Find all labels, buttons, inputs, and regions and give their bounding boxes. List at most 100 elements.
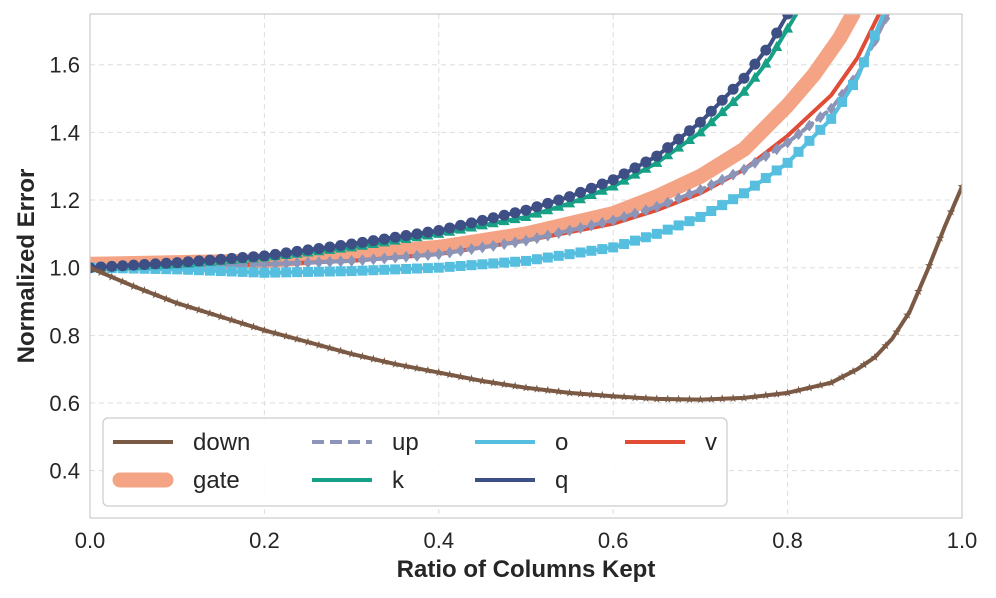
series-down bbox=[90, 182, 962, 404]
data-point bbox=[728, 393, 738, 402]
data-point bbox=[258, 250, 270, 262]
data-point bbox=[292, 267, 303, 278]
data-point bbox=[215, 266, 226, 277]
data-point bbox=[892, 327, 901, 336]
data-point bbox=[619, 210, 629, 223]
data-point bbox=[532, 384, 542, 393]
data-point bbox=[652, 394, 662, 403]
data-point bbox=[467, 374, 476, 383]
data-point bbox=[303, 337, 313, 346]
data-point bbox=[411, 228, 423, 240]
data-point bbox=[118, 277, 127, 286]
data-point bbox=[336, 255, 346, 268]
data-point bbox=[575, 247, 586, 258]
data-point bbox=[553, 200, 565, 211]
x-tick-label: 1.0 bbox=[947, 528, 978, 553]
data-point bbox=[564, 197, 576, 208]
data-point bbox=[607, 174, 619, 186]
data-point bbox=[641, 204, 651, 217]
data-point bbox=[542, 197, 554, 209]
data-point bbox=[684, 134, 695, 144]
data-point bbox=[564, 249, 575, 260]
data-point bbox=[619, 239, 630, 250]
data-point bbox=[499, 238, 509, 251]
data-point bbox=[194, 265, 204, 276]
y-tick-label: 0.6 bbox=[49, 391, 80, 416]
data-point bbox=[673, 220, 684, 231]
data-point bbox=[782, 14, 794, 20]
data-point bbox=[433, 224, 445, 236]
data-point bbox=[869, 30, 880, 41]
data-point bbox=[597, 244, 608, 255]
data-point bbox=[172, 298, 182, 307]
data-point bbox=[248, 267, 259, 278]
data-point bbox=[455, 261, 466, 271]
data-point bbox=[619, 392, 629, 401]
data-point bbox=[848, 366, 858, 376]
data-point bbox=[347, 254, 357, 267]
data-point bbox=[870, 352, 880, 361]
data-point bbox=[205, 308, 215, 317]
data-point bbox=[357, 236, 368, 248]
data-point bbox=[270, 257, 280, 270]
data-point bbox=[466, 260, 477, 271]
data-point bbox=[346, 238, 358, 250]
data-point bbox=[717, 394, 727, 403]
legend-label: gate bbox=[193, 467, 240, 494]
data-point bbox=[761, 390, 771, 400]
data-point bbox=[422, 226, 434, 238]
data-point bbox=[673, 141, 685, 152]
legend-label: v bbox=[705, 429, 717, 456]
data-point bbox=[608, 214, 618, 227]
legend-label: o bbox=[555, 429, 568, 456]
data-point bbox=[358, 351, 367, 361]
data-point bbox=[412, 249, 422, 262]
data-point bbox=[662, 224, 673, 235]
data-point bbox=[760, 173, 771, 184]
data-point bbox=[640, 162, 652, 173]
legend-item-up: up bbox=[312, 429, 419, 456]
data-point bbox=[248, 251, 259, 263]
data-point bbox=[172, 264, 183, 275]
data-point bbox=[663, 196, 673, 209]
data-point bbox=[498, 209, 510, 221]
data-point bbox=[117, 260, 129, 272]
data-point bbox=[347, 349, 356, 358]
data-point bbox=[129, 281, 138, 290]
data-point bbox=[925, 261, 934, 270]
data-point bbox=[456, 372, 465, 381]
data-point bbox=[151, 290, 160, 299]
data-point bbox=[749, 180, 760, 191]
data-point bbox=[478, 376, 487, 385]
x-axis-label: Ratio of Columns Kept bbox=[397, 556, 656, 583]
data-point bbox=[738, 72, 750, 84]
data-point bbox=[96, 267, 106, 276]
data-point bbox=[445, 370, 454, 379]
data-point bbox=[543, 229, 553, 242]
data-point bbox=[249, 322, 258, 331]
data-point bbox=[259, 267, 270, 278]
legend-item-v: v bbox=[625, 429, 717, 456]
data-point bbox=[488, 239, 498, 252]
data-point bbox=[674, 192, 684, 205]
data-point bbox=[914, 286, 923, 296]
data-point bbox=[423, 249, 433, 262]
data-point bbox=[794, 385, 803, 394]
data-point bbox=[826, 378, 836, 387]
data-point bbox=[543, 385, 553, 394]
data-point bbox=[651, 156, 663, 167]
data-point bbox=[805, 383, 814, 392]
data-point bbox=[706, 206, 717, 217]
x-tick-label: 0.6 bbox=[598, 528, 629, 553]
data-point bbox=[531, 201, 543, 213]
data-point bbox=[717, 173, 727, 186]
data-point bbox=[302, 244, 314, 256]
legend-item-o: o bbox=[475, 429, 568, 456]
data-point bbox=[607, 180, 619, 191]
data-point bbox=[227, 315, 236, 324]
data-point bbox=[685, 394, 694, 404]
data-point bbox=[531, 254, 542, 265]
y-tick-label: 1.4 bbox=[49, 120, 80, 145]
data-point bbox=[564, 191, 576, 203]
data-point bbox=[694, 116, 706, 128]
